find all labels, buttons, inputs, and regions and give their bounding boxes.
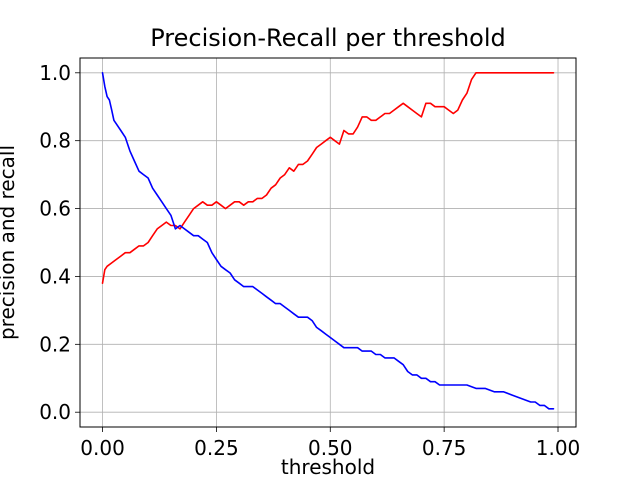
y-axis-label: precision and recall: [0, 145, 19, 340]
y-tick-label: 0.2: [39, 332, 71, 356]
x-tick-label: 0.75: [422, 436, 467, 460]
y-tick-label: 1.0: [39, 61, 71, 85]
y-tick-label: 0.8: [39, 129, 71, 153]
x-tick-label: 0.00: [80, 436, 125, 460]
x-axis-label: threshold: [281, 455, 375, 479]
chart-title: Precision-Recall per threshold: [150, 24, 506, 52]
y-tick-label: 0.4: [39, 264, 71, 288]
x-tick-label: 0.25: [194, 436, 239, 460]
y-tick-label: 0.6: [39, 197, 71, 221]
y-tick-label: 0.0: [39, 400, 71, 424]
x-tick-label: 1.00: [536, 436, 581, 460]
